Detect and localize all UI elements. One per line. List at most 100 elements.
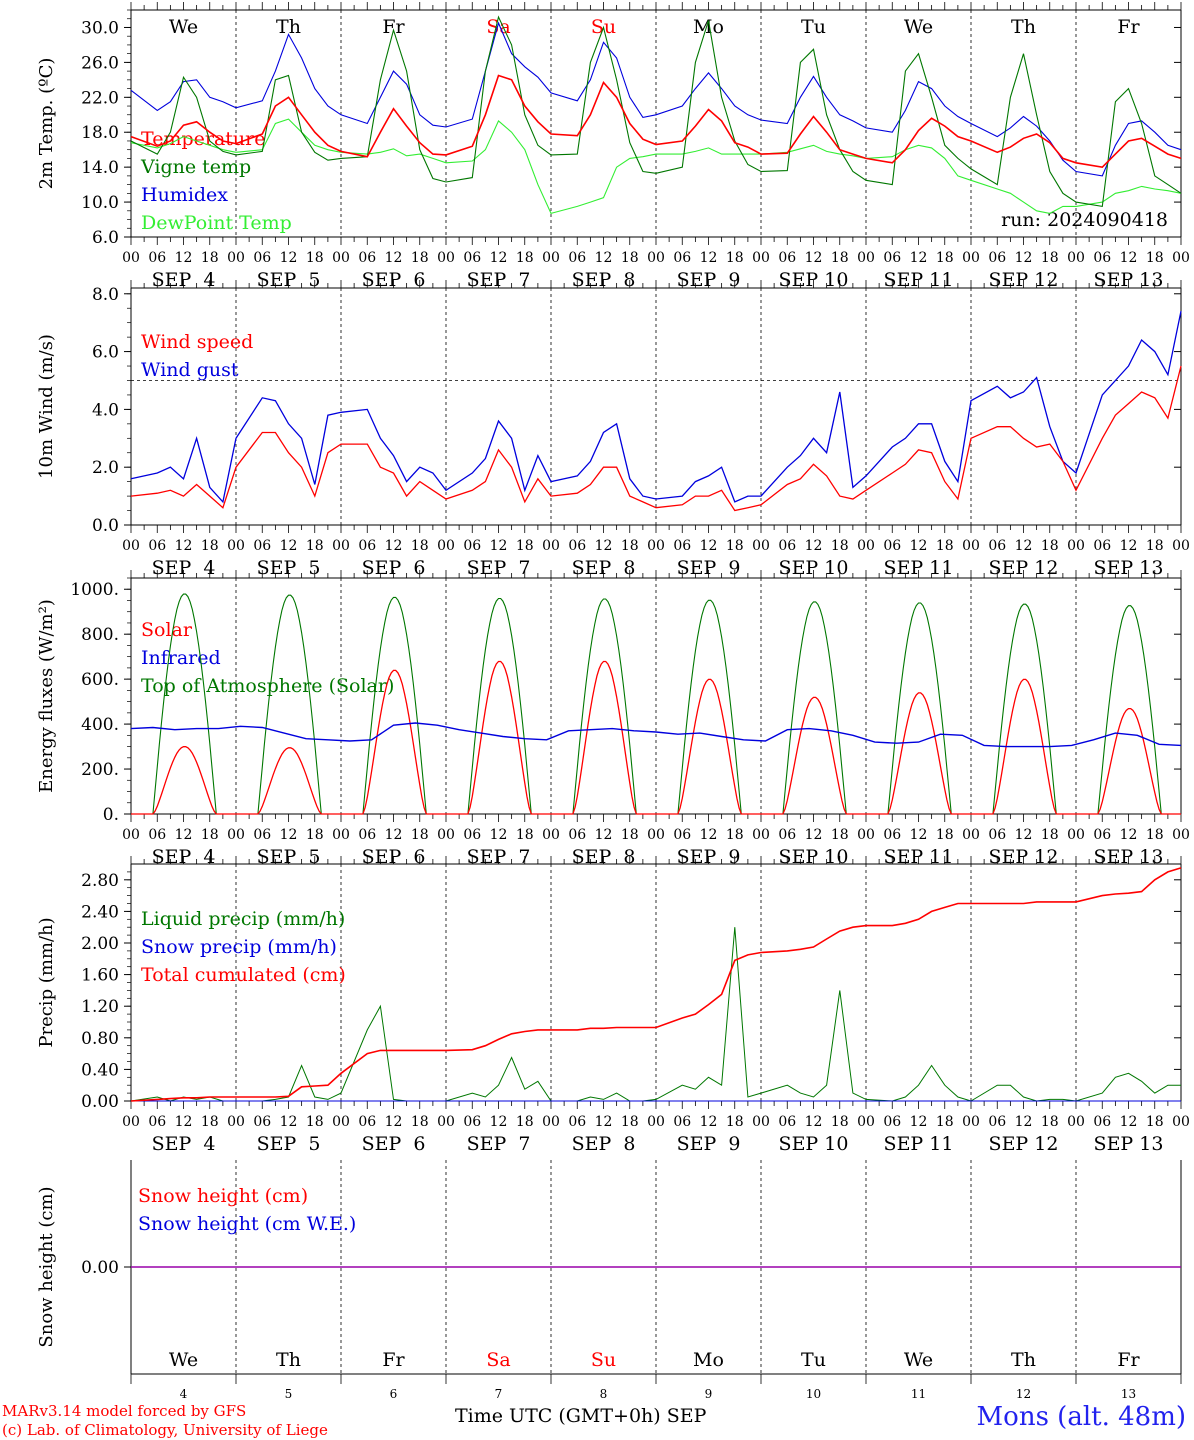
legend-entry: Temperature bbox=[141, 128, 265, 150]
hour-label: 12 bbox=[595, 1114, 613, 1130]
series-humidex bbox=[130, 21, 1182, 177]
hour-label: 06 bbox=[673, 250, 691, 266]
y-tick-label: 1.60 bbox=[81, 966, 119, 986]
hour-label: 06 bbox=[148, 827, 166, 843]
hour-label: 00 bbox=[227, 1114, 245, 1130]
hour-label: 12 bbox=[805, 1114, 823, 1130]
day-number: 13 bbox=[1121, 1387, 1136, 1401]
hour-label: 12 bbox=[595, 250, 613, 266]
weekday-label-top: Fr bbox=[382, 16, 405, 38]
hour-label: 06 bbox=[463, 827, 481, 843]
hour-label: 12 bbox=[1120, 1114, 1138, 1130]
y-tick-label: 2.0 bbox=[92, 458, 119, 478]
y-tick-label: 8.0 bbox=[92, 285, 119, 305]
hour-label: 12 bbox=[910, 250, 928, 266]
legend-entry: DewPoint Temp bbox=[141, 212, 292, 234]
hour-label: 00 bbox=[1067, 538, 1085, 554]
hour-label: 18 bbox=[936, 250, 954, 266]
hour-label: 00 bbox=[542, 1114, 560, 1130]
hour-label: 00 bbox=[962, 827, 980, 843]
y-tick-label: 2.40 bbox=[81, 902, 119, 922]
hour-label: 18 bbox=[306, 827, 324, 843]
hour-label: 00 bbox=[962, 250, 980, 266]
hour-label: 12 bbox=[385, 827, 403, 843]
hour-label: 06 bbox=[673, 827, 691, 843]
hour-label: 06 bbox=[463, 538, 481, 554]
hour-label: 06 bbox=[568, 827, 586, 843]
hour-label: 12 bbox=[1120, 538, 1138, 554]
weekday-label-bottom: We bbox=[169, 1349, 198, 1371]
hour-label: 00 bbox=[122, 1114, 140, 1130]
hour-label: 00 bbox=[542, 250, 560, 266]
date-label: SEP 10 bbox=[779, 557, 849, 579]
hour-label: 18 bbox=[1041, 250, 1059, 266]
weekday-label-bottom: Tu bbox=[801, 1349, 826, 1371]
legend-entry: Liquid precip (mm/h) bbox=[141, 908, 345, 930]
credit-line-1: MARv3.14 model forced by GFS bbox=[2, 1402, 247, 1420]
series-wind-gust bbox=[130, 310, 1182, 504]
hour-label: 12 bbox=[490, 1114, 508, 1130]
date-label: SEP 7 bbox=[467, 557, 531, 579]
weekday-label-bottom: We bbox=[904, 1349, 933, 1371]
hour-label: 06 bbox=[988, 1114, 1006, 1130]
hour-label: 06 bbox=[253, 1114, 271, 1130]
hour-label: 00 bbox=[752, 827, 770, 843]
hour-label: 00 bbox=[227, 250, 245, 266]
hour-label: 06 bbox=[1093, 1114, 1111, 1130]
hour-label: 00 bbox=[542, 827, 560, 843]
y-tick-label: 0.0 bbox=[92, 516, 119, 536]
y-tick-label: 600. bbox=[81, 670, 119, 690]
date-label: SEP 10 bbox=[779, 1133, 849, 1155]
hour-label: 00 bbox=[647, 827, 665, 843]
y-tick-label: 400. bbox=[81, 715, 119, 735]
hour-label: 18 bbox=[621, 827, 639, 843]
hour-label: 00 bbox=[1172, 1114, 1190, 1130]
hour-label: 00 bbox=[752, 538, 770, 554]
hour-label: 00 bbox=[437, 538, 455, 554]
hour-label: 12 bbox=[175, 250, 193, 266]
hour-label: 06 bbox=[988, 827, 1006, 843]
hour-label: 06 bbox=[148, 1114, 166, 1130]
y-tick-label: 2.00 bbox=[81, 934, 119, 954]
hour-label: 00 bbox=[962, 538, 980, 554]
date-label: SEP 11 bbox=[884, 1133, 954, 1155]
hour-label: 18 bbox=[411, 1114, 429, 1130]
hour-label: 00 bbox=[962, 1114, 980, 1130]
hour-label: 06 bbox=[358, 538, 376, 554]
hour-label: 00 bbox=[332, 1114, 350, 1130]
hour-label: 12 bbox=[805, 538, 823, 554]
hour-label: 12 bbox=[910, 1114, 928, 1130]
y-axis-title: 2m Temp. (ºC) bbox=[36, 58, 57, 190]
hour-label: 00 bbox=[227, 827, 245, 843]
weekday-label-top: Th bbox=[276, 16, 301, 38]
series-vigne-temp bbox=[130, 15, 1182, 208]
hour-label: 06 bbox=[883, 538, 901, 554]
hour-label: 12 bbox=[280, 538, 298, 554]
hour-label: 12 bbox=[490, 827, 508, 843]
hour-label: 06 bbox=[253, 250, 271, 266]
hour-label: 12 bbox=[910, 538, 928, 554]
hour-label: 06 bbox=[148, 538, 166, 554]
hour-label: 06 bbox=[358, 1114, 376, 1130]
series-wind-speed bbox=[130, 365, 1182, 512]
hour-label: 12 bbox=[595, 827, 613, 843]
hour-label: 00 bbox=[1172, 538, 1190, 554]
date-label: SEP 6 bbox=[362, 1133, 426, 1155]
y-tick-label: 2.80 bbox=[81, 871, 119, 891]
weekday-label-top: We bbox=[169, 16, 198, 38]
hour-label: 00 bbox=[1172, 827, 1190, 843]
hour-label: 12 bbox=[700, 827, 718, 843]
hour-label: 18 bbox=[936, 538, 954, 554]
hour-label: 12 bbox=[280, 1114, 298, 1130]
date-label: SEP 9 bbox=[677, 557, 741, 579]
hour-label: 18 bbox=[726, 538, 744, 554]
day-number: 10 bbox=[806, 1387, 821, 1401]
hour-label: 06 bbox=[1093, 538, 1111, 554]
y-tick-label: 18.0 bbox=[81, 123, 119, 143]
hour-label: 00 bbox=[1172, 250, 1190, 266]
date-label: SEP 4 bbox=[152, 557, 216, 579]
hour-label: 18 bbox=[936, 1114, 954, 1130]
y-tick-label: 0.80 bbox=[81, 1029, 119, 1049]
hour-label: 18 bbox=[201, 250, 219, 266]
